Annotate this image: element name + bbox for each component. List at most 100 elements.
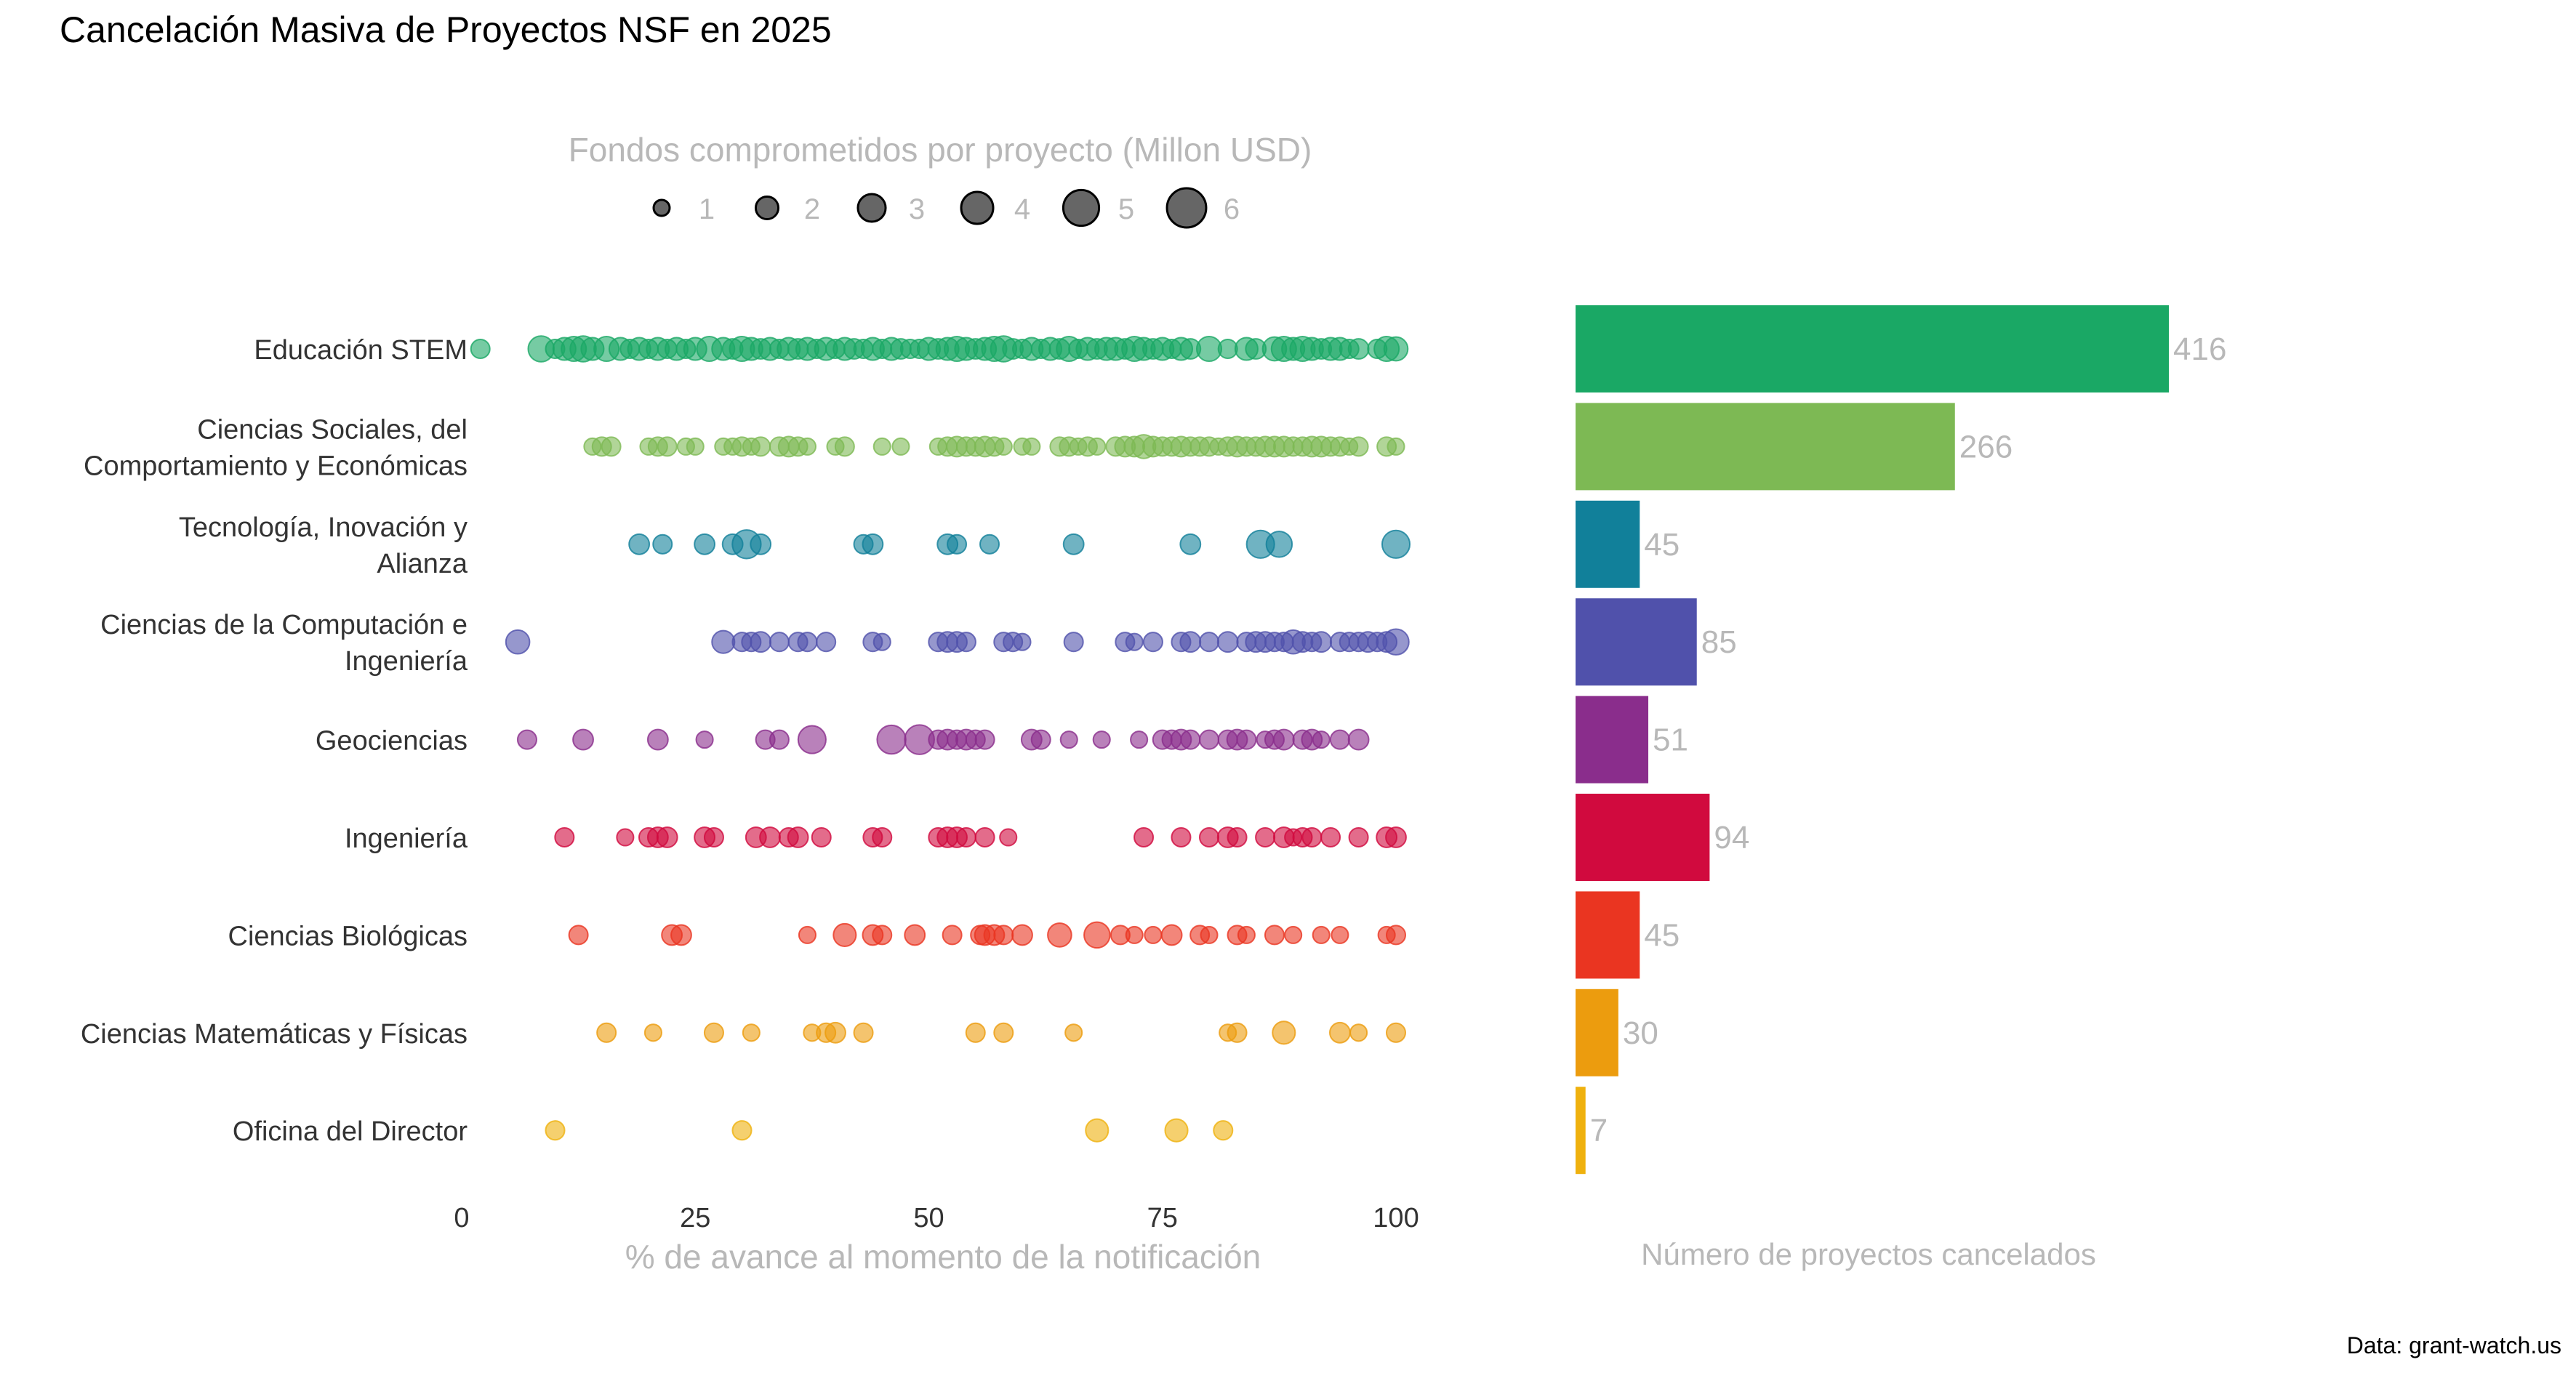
scatter-point: [904, 924, 926, 946]
scatter-point: [1310, 631, 1333, 653]
size-legend-label: 6: [1224, 193, 1240, 225]
scatter-point: [1255, 826, 1276, 848]
category-label: Ciencias Sociales, del: [197, 414, 468, 445]
scatter-point: [545, 1120, 566, 1141]
scatter-point: [1348, 826, 1369, 848]
scatter-point: [1385, 826, 1407, 848]
scatter-point: [1320, 826, 1341, 848]
scatter-point: [656, 826, 678, 848]
scatter-point: [750, 436, 771, 457]
scatter-point: [1088, 437, 1107, 456]
scatter-point: [1301, 826, 1323, 848]
scatter-point: [1130, 730, 1149, 749]
scatter-point: [750, 631, 772, 653]
scatter-point: [872, 437, 891, 456]
scatter-point: [853, 1022, 874, 1043]
size-legend-swatch: [1062, 188, 1101, 228]
chart-title: Cancelación Masiva de Proyectos NSF en 2…: [60, 9, 832, 50]
bar-value-label: 51: [1653, 722, 1688, 758]
scatter-point: [731, 1120, 753, 1141]
scatter-point: [1063, 632, 1084, 653]
scatter-point: [1284, 925, 1303, 944]
size-legend-label: 3: [909, 193, 925, 225]
category-label: Comportamiento y Económicas: [84, 451, 468, 481]
x-tick-label: 0: [454, 1203, 469, 1233]
size-legend-title: Fondos comprometidos por proyecto (Millo…: [569, 131, 1312, 169]
scatter-point: [670, 924, 692, 946]
x-tick-label: 50: [913, 1203, 944, 1233]
scatter-point: [1198, 729, 1220, 750]
scatter-point: [1383, 336, 1409, 362]
scatter-point: [628, 533, 651, 555]
scatter-point: [979, 534, 1000, 555]
scatter-point: [1180, 729, 1201, 750]
scatter-point: [999, 828, 1018, 847]
size-legend-swatch: [856, 193, 887, 223]
scatter-point: [1011, 924, 1033, 946]
scatter-point: [1329, 729, 1350, 750]
scatter-point: [1179, 631, 1202, 653]
scatter-point: [1200, 925, 1219, 944]
bar-value-label: 45: [1644, 527, 1680, 563]
scatter-point: [1385, 925, 1407, 946]
x-tick-label: 100: [1373, 1203, 1419, 1233]
scatter-point: [1062, 533, 1085, 555]
scatter-point: [993, 925, 1014, 946]
scatter-point: [1272, 1020, 1296, 1045]
scatter-point: [742, 1023, 761, 1042]
scatter-point: [695, 730, 714, 749]
bar-value-label: 45: [1644, 917, 1680, 953]
scatter-point: [965, 1022, 986, 1043]
scatter-point: [1125, 925, 1144, 944]
scatter-point: [876, 724, 907, 755]
scatter-point: [798, 437, 816, 456]
scatter-point: [616, 828, 635, 847]
scatter-point: [516, 729, 537, 750]
scatter-point: [974, 826, 995, 848]
bar: [1576, 989, 1618, 1076]
bar: [1576, 696, 1649, 784]
scatter-point: [1160, 924, 1183, 946]
category-label: Alianza: [377, 549, 468, 579]
x-tick-label: 75: [1147, 1203, 1178, 1233]
scatter-point: [1022, 437, 1041, 456]
size-legend: 1 2 3 4 5 6: [652, 187, 1240, 229]
scatter-point: [1227, 826, 1248, 848]
scatter-point: [1144, 925, 1163, 944]
scatter-point: [1347, 728, 1370, 751]
bar: [1576, 891, 1640, 979]
scatter-point: [1179, 533, 1202, 555]
scatter-point: [862, 533, 884, 555]
category-label: Ciencias Matemáticas y Físicas: [81, 1019, 468, 1050]
bar: [1576, 1087, 1586, 1175]
scatter-dots: [470, 335, 1411, 1143]
bar-x-axis-label: Número de proyectos cancelados: [1641, 1237, 2096, 1271]
scatter-point: [955, 826, 976, 848]
scatter-point: [572, 728, 594, 751]
scatter-point: [1312, 925, 1331, 944]
scatter-point: [993, 1022, 1014, 1043]
bar: [1576, 403, 1955, 491]
bar-value-label: 266: [1959, 429, 2013, 464]
size-legend-label: 2: [804, 193, 820, 225]
size-legend-label: 4: [1014, 193, 1030, 225]
scatter-point: [811, 826, 832, 848]
scatter-point: [1347, 338, 1370, 360]
scatter-point: [1013, 632, 1032, 651]
category-label: Ingeniería: [345, 646, 468, 677]
category-labels: Educación STEM Ciencias Sociales, del Comp…: [81, 335, 468, 1147]
scatter-point: [787, 826, 809, 848]
scatter-point: [1382, 628, 1410, 656]
scatter-point: [955, 632, 976, 653]
category-label: Ingeniería: [345, 824, 468, 854]
scatter-point: [947, 534, 968, 555]
bar: [1576, 794, 1710, 881]
scatter-point: [1164, 1118, 1189, 1143]
scatter-point: [974, 729, 995, 750]
scatter-point: [1349, 1023, 1368, 1042]
scatter-point: [1198, 632, 1220, 653]
scatter-point: [703, 826, 724, 848]
scatter-point: [872, 632, 891, 651]
scatter-point: [1331, 925, 1349, 944]
